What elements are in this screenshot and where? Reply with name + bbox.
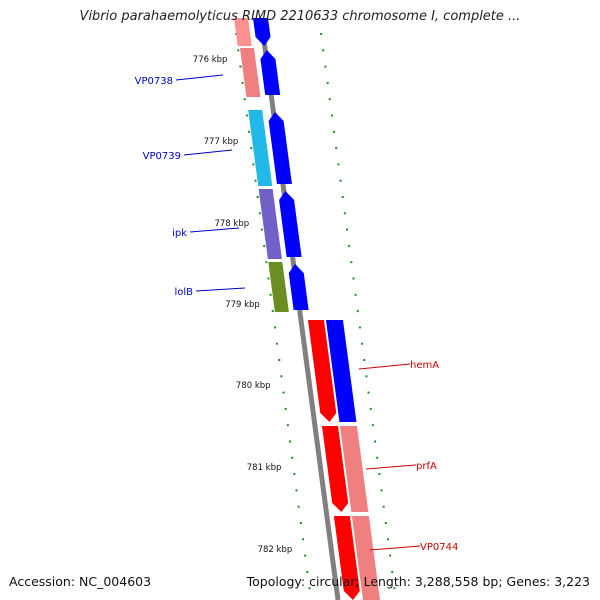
gene-label-leader-ipk: [189, 227, 240, 233]
cds-arrow-VP0739: [268, 112, 292, 184]
gene-feature-VP0739: [248, 110, 273, 186]
gene-label-leader-lolB: [195, 287, 246, 292]
gene-label-leader-VP0738: [175, 74, 224, 81]
gene-label-hemA: hemA: [410, 360, 439, 371]
genome-summary-text: Topology: circular; Length: 3,288,558 bp…: [246, 574, 590, 589]
gene-label-VP0739: VP0739: [143, 151, 181, 162]
cds-arrow-lolB: [288, 264, 309, 310]
gene-feature-ipk: [258, 189, 282, 259]
gene-label-leader-VP0739: [183, 149, 233, 156]
accession-text: Accession: NC_004603: [9, 574, 152, 589]
gene-label-lolB: lolB: [174, 287, 193, 298]
map-title: Vibrio parahaemolyticus RIMD 2210633 chr…: [79, 9, 521, 24]
cds-arrow-VP0738: [260, 50, 281, 95]
cds-feature-hemA: [325, 320, 357, 422]
gene-arrow-prfA: [321, 426, 349, 512]
cds-arrow-top: [253, 18, 271, 46]
gene-feature-lolB: [268, 262, 289, 312]
scale-tick-label: 779 kbp: [225, 300, 260, 310]
gene-label-prfA: prfA: [416, 461, 437, 472]
scale-tick-label: 776 kbp: [193, 55, 228, 65]
gene-label-ipk: ipk: [172, 228, 187, 239]
gene-label-VP0738: VP0738: [135, 76, 173, 87]
scale-tick-label: 780 kbp: [236, 381, 271, 391]
scale-tick-label: 781 kbp: [247, 463, 282, 473]
scale-tick-label: 778 kbp: [214, 219, 249, 229]
cds-arrow-ipk: [279, 191, 302, 257]
cds-feature-VP0744: [351, 516, 380, 600]
gene-arrow-hemA: [307, 320, 337, 422]
gene-arrow-VP0744: [333, 516, 360, 600]
cds-feature-prfA: [339, 426, 369, 512]
scale-tick-label: 782 kbp: [258, 545, 293, 555]
gene-feature-top: [234, 18, 252, 46]
gene-label-VP0744: VP0744: [420, 542, 458, 553]
gene-label-leader-prfA: [365, 464, 417, 470]
gene-label-leader-VP0744: [369, 545, 421, 551]
scale-tick-label: 777 kbp: [204, 137, 239, 147]
gene-label-leader-hemA: [358, 363, 411, 370]
gene-feature-VP0738: [239, 48, 261, 97]
